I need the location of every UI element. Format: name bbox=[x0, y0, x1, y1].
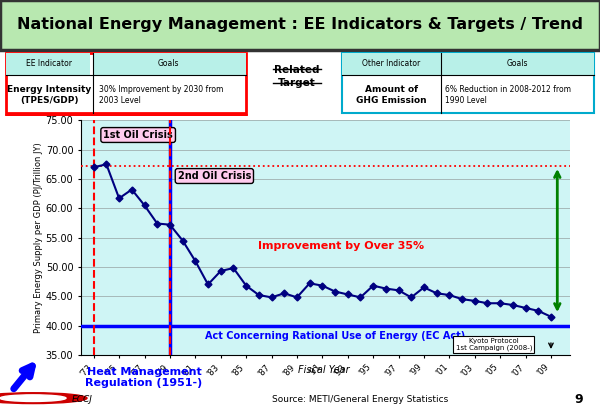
Text: Amount of
GHG Emission: Amount of GHG Emission bbox=[356, 85, 427, 105]
Text: Goals: Goals bbox=[506, 59, 528, 68]
FancyBboxPatch shape bbox=[342, 53, 594, 113]
Text: Goals: Goals bbox=[157, 59, 179, 68]
FancyBboxPatch shape bbox=[6, 53, 90, 75]
Circle shape bbox=[0, 395, 66, 401]
Text: EE Indicator: EE Indicator bbox=[26, 59, 72, 68]
Text: Act Concerning Rational Use of Energy (EC Act): Act Concerning Rational Use of Energy (E… bbox=[205, 331, 465, 341]
Text: Improvement by Over 35%: Improvement by Over 35% bbox=[259, 242, 424, 251]
Text: 1st Oil Crisis: 1st Oil Crisis bbox=[103, 130, 173, 140]
Text: Fiscal Year: Fiscal Year bbox=[298, 365, 350, 375]
Text: Source: METI/General Energy Statistics: Source: METI/General Energy Statistics bbox=[272, 395, 448, 405]
Text: National Energy Management : EE Indicators & Targets / Trend: National Energy Management : EE Indicato… bbox=[17, 17, 583, 32]
Text: 2nd Oil Crisis: 2nd Oil Crisis bbox=[178, 171, 251, 181]
Text: Energy Intensity
(TPES/GDP): Energy Intensity (TPES/GDP) bbox=[7, 85, 91, 105]
FancyBboxPatch shape bbox=[6, 53, 246, 113]
Text: Kyoto Protocol
1st Campaign (2008-): Kyoto Protocol 1st Campaign (2008-) bbox=[455, 337, 532, 351]
Text: 6% Reduction in 2008-2012 from
1990 Level: 6% Reduction in 2008-2012 from 1990 Leve… bbox=[445, 85, 571, 105]
Circle shape bbox=[0, 393, 87, 403]
FancyBboxPatch shape bbox=[441, 53, 594, 75]
Text: Other Indicator: Other Indicator bbox=[362, 59, 421, 68]
Y-axis label: Primary Energy Supply per GDP (PJ/Trillion JY): Primary Energy Supply per GDP (PJ/Trilli… bbox=[34, 142, 43, 333]
FancyBboxPatch shape bbox=[342, 53, 441, 75]
FancyBboxPatch shape bbox=[93, 53, 246, 75]
Text: ECCJ: ECCJ bbox=[72, 395, 93, 405]
Text: 9: 9 bbox=[575, 393, 583, 406]
Text: Heat Management
Regulation (1951-): Heat Management Regulation (1951-) bbox=[85, 367, 203, 388]
FancyBboxPatch shape bbox=[0, 0, 600, 50]
Text: 30% Improvement by 2030 from
2003 Level: 30% Improvement by 2030 from 2003 Level bbox=[99, 85, 223, 105]
Text: Related
Target: Related Target bbox=[274, 65, 320, 88]
